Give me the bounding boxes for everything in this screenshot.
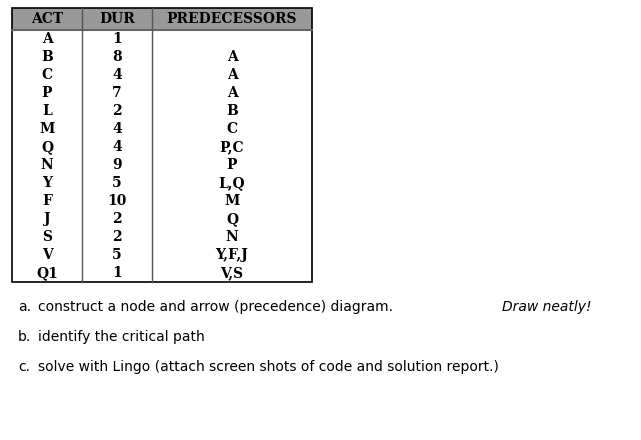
Text: Y,F,J: Y,F,J — [215, 248, 249, 262]
Text: PREDECESSORS: PREDECESSORS — [167, 12, 297, 26]
Text: V: V — [42, 248, 53, 262]
Bar — [12, 8, 312, 282]
Text: 5: 5 — [112, 248, 122, 262]
Text: Q: Q — [41, 140, 53, 154]
Text: F: F — [42, 194, 52, 208]
Text: M: M — [39, 122, 54, 136]
Text: A: A — [42, 32, 53, 46]
Text: P: P — [227, 158, 237, 172]
Text: 4: 4 — [112, 140, 122, 154]
Text: C: C — [42, 68, 53, 82]
Text: solve with Lingo (attach screen shots of code and solution report.): solve with Lingo (attach screen shots of… — [38, 360, 499, 374]
Text: A: A — [227, 50, 237, 64]
Text: C: C — [226, 122, 238, 136]
Text: construct a node and arrow (precedence) diagram.: construct a node and arrow (precedence) … — [38, 300, 397, 314]
Text: 4: 4 — [112, 122, 122, 136]
Text: a.: a. — [18, 300, 31, 314]
Text: Y: Y — [42, 176, 52, 190]
Text: 2: 2 — [112, 230, 122, 244]
Text: B: B — [226, 104, 238, 118]
Text: N: N — [226, 230, 238, 244]
Text: M: M — [224, 194, 240, 208]
Text: 1: 1 — [112, 32, 122, 46]
Text: 5: 5 — [112, 176, 122, 190]
Text: A: A — [227, 86, 237, 100]
Text: ACT: ACT — [31, 12, 63, 26]
Text: J: J — [44, 212, 50, 226]
Text: 1: 1 — [112, 266, 122, 280]
Text: L: L — [42, 104, 52, 118]
Text: 8: 8 — [112, 50, 122, 64]
Text: 4: 4 — [112, 68, 122, 82]
Text: N: N — [40, 158, 53, 172]
Text: b.: b. — [18, 330, 31, 344]
Text: L,Q: L,Q — [219, 176, 246, 190]
Text: V,S: V,S — [221, 266, 244, 280]
Text: 2: 2 — [112, 212, 122, 226]
Text: P,C: P,C — [220, 140, 244, 154]
Text: S: S — [42, 230, 52, 244]
Text: 10: 10 — [107, 194, 127, 208]
Text: P: P — [42, 86, 53, 100]
Text: 9: 9 — [112, 158, 122, 172]
Text: B: B — [41, 50, 53, 64]
Text: identify the critical path: identify the critical path — [38, 330, 204, 344]
Text: Q1: Q1 — [36, 266, 58, 280]
Bar — [12, 8, 312, 30]
Text: 2: 2 — [112, 104, 122, 118]
Text: Draw neatly!: Draw neatly! — [502, 300, 592, 314]
Text: c.: c. — [18, 360, 30, 374]
Text: DUR: DUR — [99, 12, 135, 26]
Text: 7: 7 — [112, 86, 122, 100]
Text: Q: Q — [226, 212, 238, 226]
Text: A: A — [227, 68, 237, 82]
